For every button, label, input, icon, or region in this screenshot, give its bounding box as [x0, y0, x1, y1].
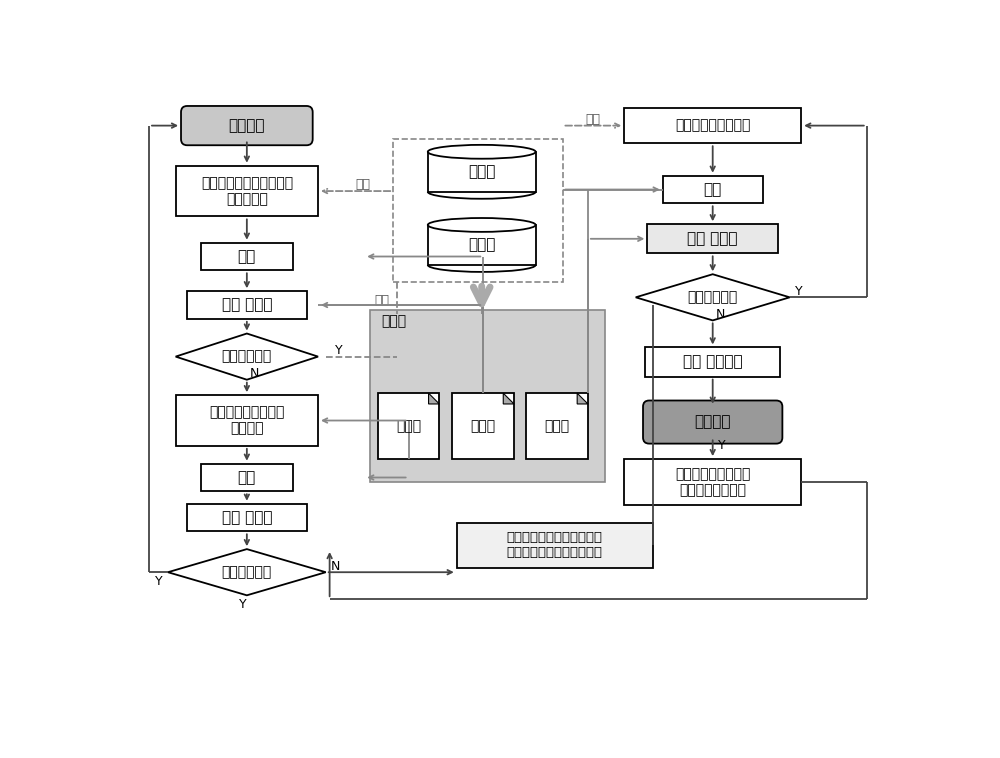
Polygon shape — [168, 549, 326, 595]
Text: 集合是否为空: 集合是否为空 — [222, 565, 272, 579]
Text: 确定 滚刀集: 确定 滚刀集 — [222, 298, 272, 312]
Text: 集合是否为空: 集合是否为空 — [688, 290, 738, 304]
Text: 确定 刀夹具集: 确定 刀夹具集 — [683, 355, 743, 369]
FancyBboxPatch shape — [176, 396, 318, 446]
Bar — [370, 311, 605, 482]
FancyBboxPatch shape — [378, 393, 439, 459]
Text: 选配开始: 选配开始 — [229, 118, 265, 133]
Polygon shape — [429, 393, 439, 404]
Polygon shape — [503, 393, 514, 404]
Text: Y: Y — [795, 285, 803, 298]
FancyBboxPatch shape — [457, 523, 653, 568]
Text: Y: Y — [154, 575, 162, 588]
Polygon shape — [577, 393, 588, 404]
Polygon shape — [176, 334, 318, 380]
Polygon shape — [636, 274, 790, 321]
Text: 集合是否为空: 集合是否为空 — [222, 349, 272, 364]
FancyBboxPatch shape — [647, 224, 778, 253]
FancyBboxPatch shape — [201, 464, 293, 491]
Text: 数据库: 数据库 — [468, 164, 495, 180]
Text: 被加工齿轮装夹信息: 被加工齿轮装夹信息 — [675, 118, 750, 133]
Text: Y: Y — [718, 439, 726, 452]
Ellipse shape — [428, 218, 536, 232]
FancyBboxPatch shape — [187, 291, 307, 319]
Text: 临时表: 临时表 — [382, 314, 407, 328]
Text: 提取: 提取 — [356, 178, 371, 192]
Text: 没有合适的刀夹具类
型，发出购买请求: 没有合适的刀夹具类 型，发出购买请求 — [675, 467, 750, 497]
Text: 提取: 提取 — [586, 113, 601, 126]
Text: N: N — [331, 559, 340, 572]
Bar — [428, 225, 536, 265]
FancyBboxPatch shape — [201, 243, 293, 271]
FancyBboxPatch shape — [663, 176, 763, 203]
FancyBboxPatch shape — [624, 108, 801, 143]
Text: 滚刀集: 滚刀集 — [471, 419, 496, 433]
FancyBboxPatch shape — [645, 347, 780, 377]
Text: Y: Y — [335, 344, 343, 357]
Ellipse shape — [428, 145, 536, 158]
Text: 确定 刀杆集: 确定 刀杆集 — [222, 510, 272, 525]
Text: 剔除没有相匹配刀杆的滚刀
类型，重新确定候选滚刀集: 剔除没有相匹配刀杆的滚刀 类型，重新确定候选滚刀集 — [507, 531, 603, 559]
Text: Y: Y — [239, 598, 247, 611]
FancyBboxPatch shape — [643, 400, 782, 443]
FancyBboxPatch shape — [187, 503, 307, 531]
FancyBboxPatch shape — [181, 106, 313, 146]
Text: 机床装夹信息及滚刀
装夹信息: 机床装夹信息及滚刀 装夹信息 — [209, 406, 285, 436]
Text: 夹具集: 夹具集 — [545, 419, 570, 433]
Text: 推理: 推理 — [238, 470, 256, 485]
Text: 选配结束: 选配结束 — [694, 415, 731, 430]
FancyBboxPatch shape — [452, 393, 514, 459]
Bar — [428, 152, 536, 192]
Bar — [393, 139, 563, 282]
Text: N: N — [250, 367, 259, 380]
Text: 提取: 提取 — [374, 293, 389, 306]
FancyBboxPatch shape — [176, 166, 318, 216]
Text: 推理: 推理 — [238, 249, 256, 264]
Text: 规则库: 规则库 — [468, 237, 495, 252]
Text: 刀杆集: 刀杆集 — [396, 419, 421, 433]
FancyBboxPatch shape — [526, 393, 588, 459]
Text: 推理: 推理 — [704, 182, 722, 197]
Text: 确定 夹具集: 确定 夹具集 — [687, 231, 738, 246]
Text: 被加工齿轮参数信息及工
艺要求信息: 被加工齿轮参数信息及工 艺要求信息 — [201, 176, 293, 206]
Text: N: N — [716, 308, 725, 321]
FancyBboxPatch shape — [624, 459, 801, 506]
